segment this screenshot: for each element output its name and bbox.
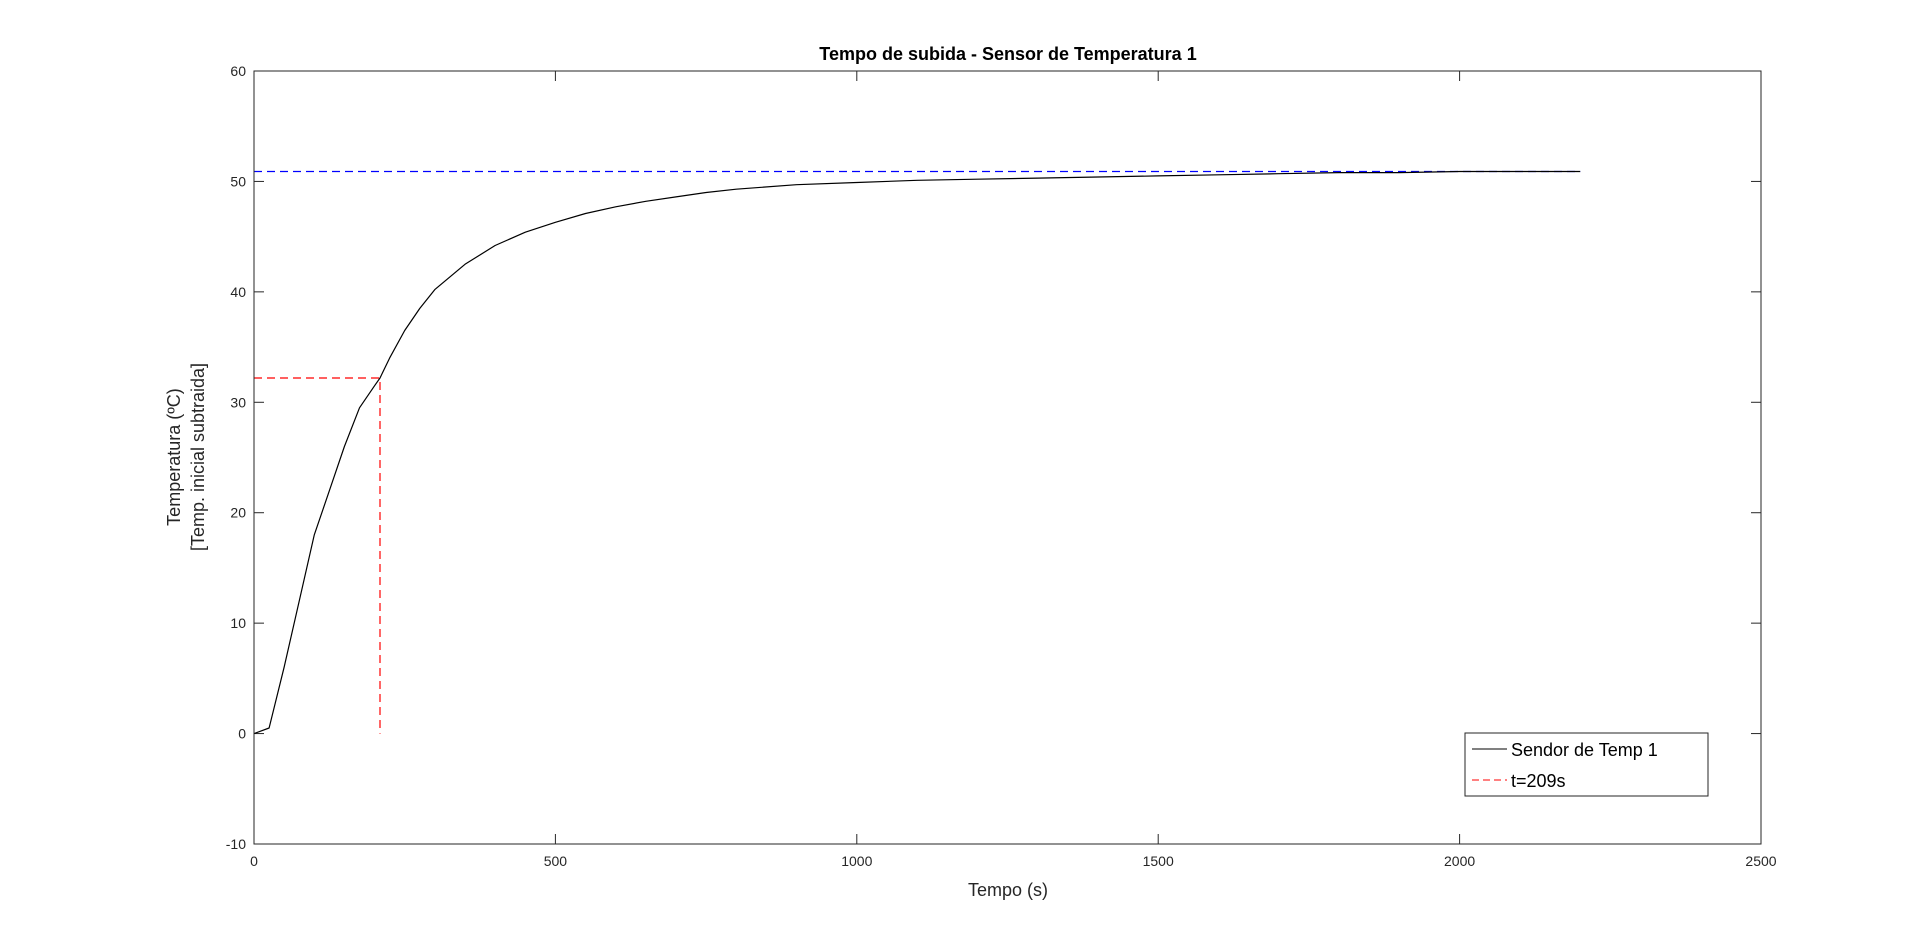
y-tick-label: 20 — [230, 505, 246, 521]
series-layer — [253, 170, 1581, 735]
x-tick-label: 0 — [250, 853, 258, 869]
y-axis-label-line2: [Temp. inicial subtraida] — [188, 363, 208, 551]
y-tick-label: 10 — [230, 615, 246, 631]
y-tick-labels: -10 0 10 20 30 40 50 60 — [226, 63, 246, 852]
x-tick-label: 2500 — [1745, 853, 1776, 869]
plot-area — [254, 71, 1761, 844]
x-tick-label: 500 — [544, 853, 568, 869]
y-axis-label-line1: Temperatura (ºC) — [164, 388, 184, 526]
series-line-2 — [254, 377, 381, 734]
y-tick-label: 30 — [230, 394, 246, 410]
x-tick-label: 2000 — [1444, 853, 1475, 869]
legend-label-series-2: t=209s — [1511, 771, 1566, 791]
x-tick-label: 1500 — [1143, 853, 1174, 869]
legend-label-series-1: Sendor de Temp 1 — [1511, 740, 1658, 760]
x-tick-labels: 0 500 1000 1500 2000 2500 — [250, 853, 1777, 869]
legend: Sendor de Temp 1 t=209s — [1464, 732, 1709, 797]
y-tick-label: 0 — [238, 726, 246, 742]
chart-title: Tempo de subida - Sensor de Temperatura … — [819, 44, 1196, 64]
y-tick-label: -10 — [226, 836, 246, 852]
x-tick-label: 1000 — [841, 853, 872, 869]
y-tick-label: 60 — [230, 63, 246, 79]
y-tick-label: 50 — [230, 173, 246, 189]
series-line-1 — [253, 170, 1581, 735]
x-axis-label: Tempo (s) — [968, 880, 1048, 900]
plot-frame — [253, 70, 1762, 845]
legend-box — [1464, 732, 1709, 797]
y-tick-label: 40 — [230, 284, 246, 300]
